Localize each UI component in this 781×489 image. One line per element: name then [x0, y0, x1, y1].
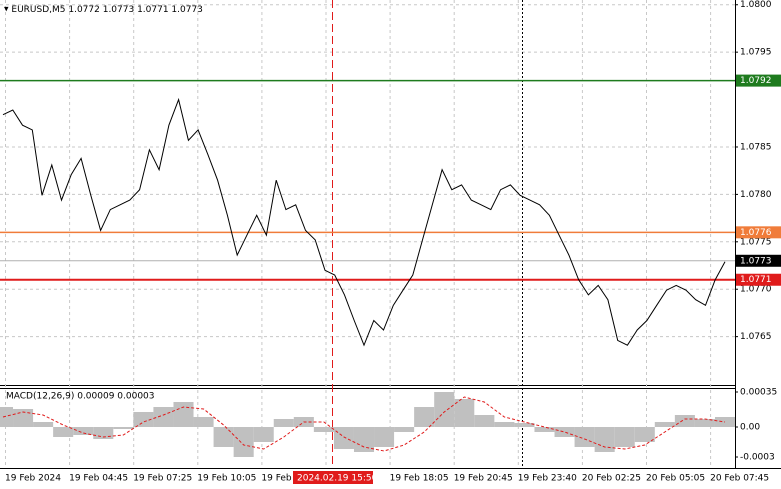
macd-bar [73, 427, 94, 435]
macd-bar [253, 427, 274, 442]
y-tick-label: 1.0780 [740, 190, 772, 200]
level-label: 1.0771 [740, 275, 772, 285]
x-tick-label: 20 Feb 07:45 [710, 474, 769, 484]
macd-bar [634, 427, 655, 442]
level-label-box [736, 254, 781, 267]
x-tick-label: 19 Feb 07:25 [133, 474, 192, 484]
level-label-box [736, 226, 781, 239]
y-tick-label: 1.0795 [740, 48, 772, 58]
macd-bar [654, 422, 675, 427]
y-tick-label: 1.0785 [740, 142, 772, 152]
macd-title: MACD(12,26,9) 0.00009 0.00003 [6, 392, 155, 402]
macd-bar [374, 427, 395, 447]
x-tick-label: 19 Feb 2024 [5, 474, 61, 484]
event-label-box [293, 471, 373, 484]
macd-bar [193, 417, 214, 427]
macd-bar [614, 427, 635, 447]
macd-bar [33, 422, 54, 427]
x-tick-label: 19 Feb 18:05 [390, 474, 449, 484]
x-tick-label: 20 Feb 02:25 [582, 474, 641, 484]
macd-bar [394, 427, 415, 432]
level-label-box [736, 273, 781, 286]
macd-bar [534, 427, 555, 432]
signal-line [2, 396, 726, 452]
level-label: 1.0773 [740, 256, 772, 266]
chart-title: ▾ EURUSD,M5 1.0772 1.0773 1.0771 1.0773 [4, 5, 203, 15]
macd-bar [53, 427, 74, 437]
y-tick-label: 0.00 [740, 423, 760, 433]
event-label: 2024.02.19 15:50 [297, 474, 378, 484]
level-label: 1.0776 [740, 228, 772, 238]
y-tick-label: 1.0800 [740, 0, 772, 10]
level-label-box [736, 74, 781, 87]
macd-bar [313, 427, 334, 432]
x-tick-label: 19 Feb 10:05 [197, 474, 256, 484]
price-line [2, 97, 726, 347]
macd-bar [0, 407, 14, 427]
symbol-title: EURUSD,M5 1.0772 1.0773 1.0771 1.0773 [11, 5, 203, 15]
x-tick-label: 20 Feb 05:05 [646, 474, 705, 484]
y-tick-label: 1.0775 [740, 237, 772, 247]
macd-bar [273, 419, 294, 427]
macd-bar [133, 412, 154, 427]
macd-bar [574, 427, 595, 447]
macd-bar [494, 422, 515, 427]
macd-bar [333, 427, 354, 449]
x-tick-label: 19 Feb 20:45 [454, 474, 513, 484]
macd-bar [694, 419, 715, 427]
macd-bar [674, 415, 695, 427]
x-tick-label: 19 Feb 04:45 [69, 474, 128, 484]
macd-bar [594, 427, 615, 452]
x-tick-label: 19 Feb 23:40 [518, 474, 577, 484]
macd-bar [213, 427, 234, 447]
macd-bar [153, 407, 174, 427]
macd-bar [434, 392, 455, 427]
macd-bar [454, 399, 475, 427]
y-tick-label: 1.0765 [740, 332, 772, 342]
macd-bar [173, 402, 194, 427]
y-tick-label: -0.0003 [740, 453, 775, 463]
level-label: 1.0792 [740, 76, 772, 86]
macd-bar [113, 427, 134, 429]
macd-bar [474, 415, 495, 427]
macd-bar [514, 423, 535, 427]
y-tick-label: 0.00035 [740, 388, 777, 398]
macd-bar [554, 427, 575, 437]
macd-bar [233, 427, 254, 457]
y-tick-label: 1.0770 [740, 285, 772, 295]
macd-bar [353, 427, 375, 452]
macd-bar [414, 407, 435, 427]
x-tick-label: 19 Feb 12:45 [261, 474, 320, 484]
